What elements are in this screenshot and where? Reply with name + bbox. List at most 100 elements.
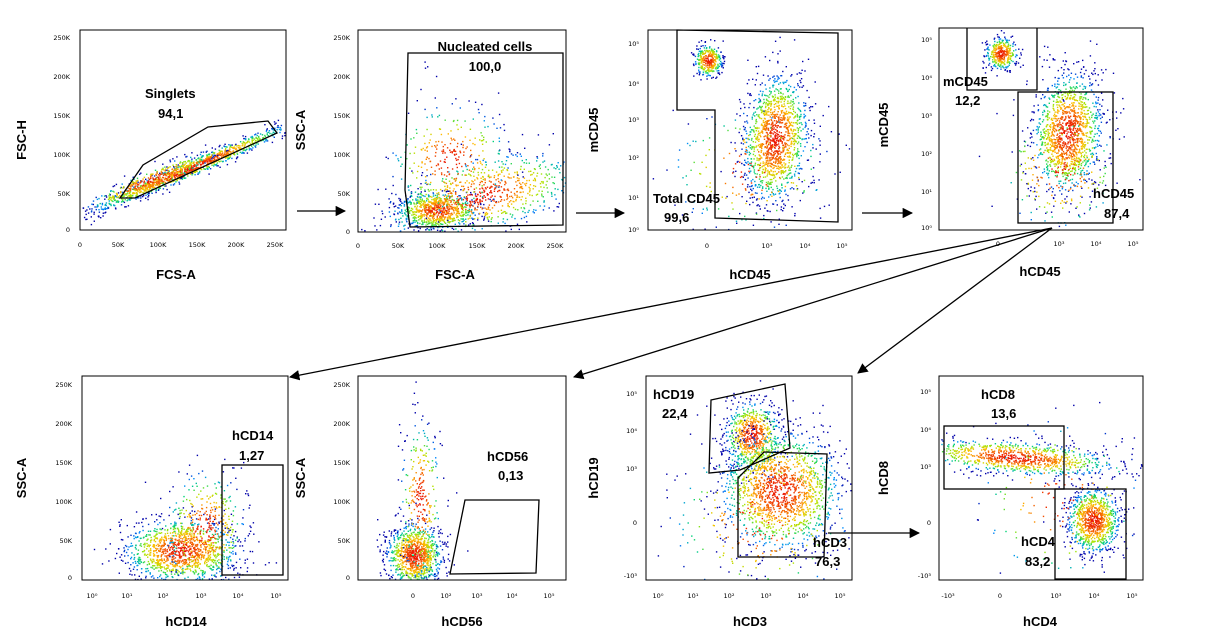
- event-dot: [441, 212, 444, 214]
- event-dot: [450, 130, 452, 132]
- event-dot: [244, 138, 246, 140]
- event-dot: [429, 201, 432, 203]
- event-dot: [711, 49, 713, 52]
- event-dot: [446, 171, 449, 173]
- event-dot: [194, 164, 196, 166]
- event-dot: [761, 189, 763, 191]
- event-dot: [427, 209, 429, 211]
- event-dot: [705, 57, 708, 59]
- event-dot: [769, 87, 771, 89]
- event-dot: [545, 173, 547, 175]
- event-dot: [780, 173, 782, 175]
- event-dot: [704, 45, 707, 47]
- event-dot: [120, 204, 123, 206]
- event-dot: [777, 76, 779, 78]
- event-dot: [468, 211, 470, 214]
- event-dot: [100, 217, 102, 219]
- event-dot: [225, 146, 227, 148]
- event-dot: [765, 94, 767, 97]
- event-dot: [424, 176, 427, 178]
- event-dot: [415, 203, 417, 205]
- event-dot: [467, 194, 469, 196]
- event-dot: [722, 55, 724, 57]
- event-dot: [466, 180, 468, 182]
- event-dot: [472, 162, 474, 164]
- event-dot: [425, 214, 427, 216]
- event-dot: [455, 157, 457, 160]
- event-dot: [125, 206, 127, 208]
- event-dot: [239, 145, 241, 147]
- event-dot: [96, 198, 99, 201]
- event-dot: [137, 197, 139, 199]
- event-dot: [129, 191, 131, 194]
- event-dot: [434, 97, 436, 99]
- event-dot: [422, 214, 424, 216]
- event-dot: [432, 195, 435, 197]
- event-dot: [773, 111, 776, 113]
- event-dot: [470, 204, 472, 206]
- event-dot: [768, 172, 771, 175]
- event-dot: [484, 196, 486, 198]
- event-dot: [443, 218, 446, 220]
- event-dot: [134, 185, 136, 187]
- event-dot: [152, 184, 154, 187]
- event-dot: [789, 85, 792, 88]
- event-dot: [792, 113, 794, 115]
- event-dot: [708, 65, 710, 67]
- event-dot: [279, 127, 282, 129]
- event-dot: [769, 194, 772, 196]
- event-dot: [766, 127, 768, 130]
- event-dot: [772, 86, 774, 88]
- event-dot: [206, 160, 208, 163]
- event-dot: [784, 134, 786, 136]
- event-dot: [785, 113, 787, 116]
- event-dot: [770, 166, 773, 168]
- event-dot: [698, 69, 700, 71]
- event-dot: [152, 173, 154, 175]
- event-dot: [452, 190, 454, 192]
- event-dot: [448, 197, 451, 199]
- event-dot: [767, 164, 769, 167]
- event-dot: [693, 161, 695, 164]
- event-dot: [714, 59, 717, 61]
- event-dot: [489, 191, 491, 194]
- event-dot: [788, 102, 790, 104]
- event-dot: [424, 190, 426, 192]
- event-dot: [451, 227, 453, 230]
- event-dot: [425, 158, 427, 160]
- event-dot: [428, 221, 430, 223]
- event-dot: [446, 205, 448, 207]
- event-dot: [767, 133, 769, 136]
- event-dot: [793, 91, 795, 93]
- event-dot: [241, 151, 244, 153]
- event-dot: [416, 205, 419, 207]
- event-dot: [806, 159, 809, 161]
- event-dot: [431, 211, 433, 213]
- event-dot: [430, 189, 432, 191]
- event-dot: [834, 173, 836, 175]
- event-dot: [745, 189, 747, 191]
- event-dot: [765, 122, 767, 124]
- event-dot: [777, 136, 779, 138]
- event-dot: [753, 150, 755, 153]
- event-dot: [720, 51, 722, 53]
- event-dot: [1015, 49, 1017, 51]
- event-dot: [774, 99, 776, 101]
- event-dot: [787, 166, 789, 169]
- event-dot: [125, 194, 127, 196]
- event-dot: [419, 200, 422, 202]
- event-dot: [205, 151, 207, 153]
- event-dot: [441, 229, 444, 232]
- event-dot: [192, 165, 194, 167]
- event-dot: [465, 197, 467, 199]
- event-dot: [743, 103, 745, 105]
- event-dot: [717, 64, 719, 66]
- event-dot: [206, 168, 209, 170]
- event-dot: [747, 177, 749, 179]
- event-dot: [752, 78, 754, 80]
- event-dot: [751, 118, 753, 120]
- event-dot: [464, 163, 466, 165]
- event-dot: [444, 209, 446, 212]
- event-dot: [765, 157, 767, 160]
- event-dot: [511, 214, 514, 216]
